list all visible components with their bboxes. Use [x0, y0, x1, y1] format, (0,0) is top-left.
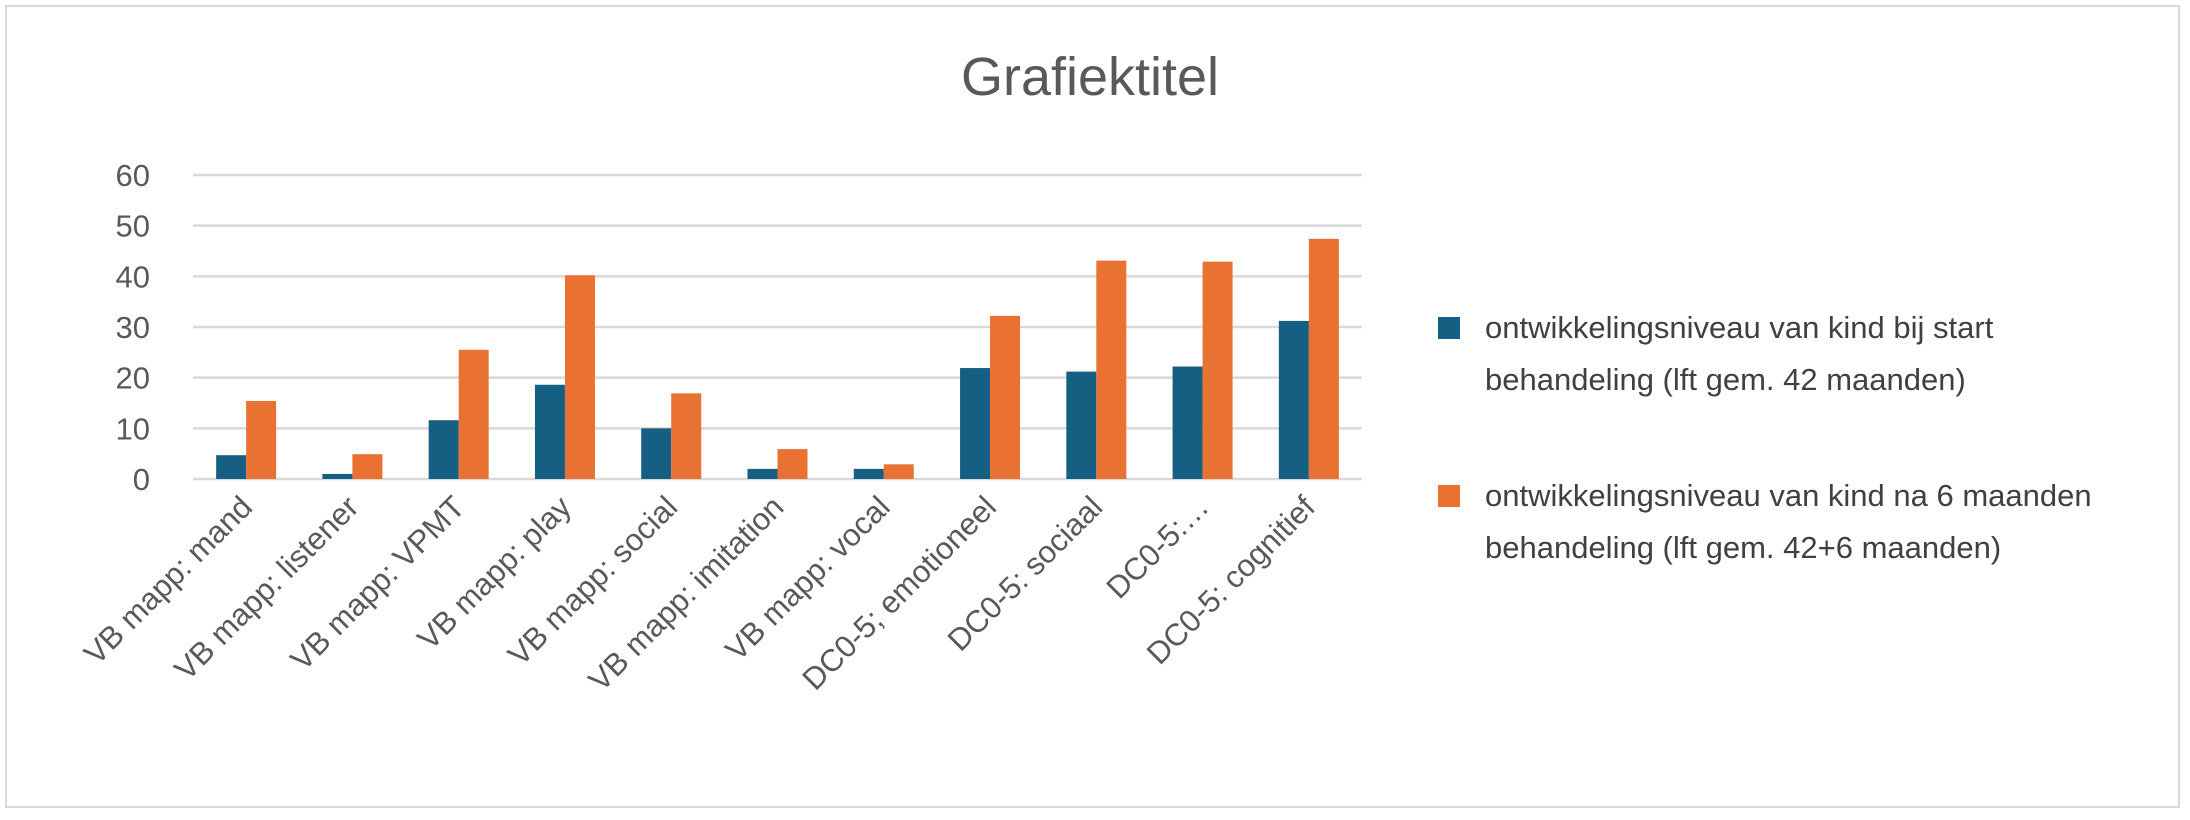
- chart-title: Grafiektitel: [961, 47, 1219, 107]
- bar-start: [322, 473, 353, 479]
- bar-start: [641, 428, 672, 479]
- bar-after: [1202, 261, 1233, 479]
- bar-start: [1278, 320, 1309, 479]
- gridlines: [193, 173, 1362, 481]
- bar-start: [216, 455, 247, 479]
- bar-after: [246, 400, 277, 479]
- legend-swatch-after: [1438, 485, 1460, 507]
- bar-after: [883, 464, 914, 479]
- legend-label-after: ontwikkelingsniveau van kind na 6 maande…: [1485, 478, 2092, 565]
- bar-start: [1172, 366, 1203, 479]
- x-tick-label: VB mapp: listener: [168, 489, 366, 687]
- bar-after: [671, 393, 702, 479]
- chart-area: [5, 5, 2180, 808]
- bar-start: [534, 384, 565, 479]
- x-tick-label: VB mapp: imitation: [582, 489, 791, 698]
- legend-item-after: ontwikkelingsniveau van kind na 6 maande…: [1438, 470, 2158, 574]
- bar-after: [564, 275, 595, 479]
- bar-after: [458, 349, 489, 479]
- bar-start: [853, 468, 884, 479]
- y-axis: 0 10 20 30 40 50 60: [116, 158, 150, 497]
- bar-start: [1066, 371, 1097, 479]
- y-tick-label: 30: [116, 310, 150, 345]
- bar-after: [1308, 238, 1339, 479]
- bar-start: [960, 368, 991, 479]
- y-tick-label: 50: [116, 209, 150, 244]
- bars: [216, 238, 1339, 479]
- bar-start: [747, 468, 778, 479]
- bar-after: [1096, 260, 1127, 479]
- bar-after: [990, 315, 1021, 479]
- legend-item-start: ontwikkelingsniveau van kind bij start b…: [1438, 302, 2158, 406]
- y-tick-label: 60: [116, 158, 150, 193]
- y-tick-label: 10: [116, 411, 150, 446]
- bar-after: [352, 454, 383, 479]
- x-tick-label: DC0-5; emotioneel: [795, 489, 1003, 697]
- y-tick-label: 0: [133, 462, 150, 497]
- legend-label-start: ontwikkelingsniveau van kind bij start b…: [1485, 310, 1994, 397]
- y-tick-label: 20: [116, 361, 150, 396]
- y-tick-label: 40: [116, 259, 150, 294]
- bar-start: [428, 420, 459, 479]
- bar-after: [777, 449, 808, 479]
- legend-swatch-start: [1438, 317, 1460, 339]
